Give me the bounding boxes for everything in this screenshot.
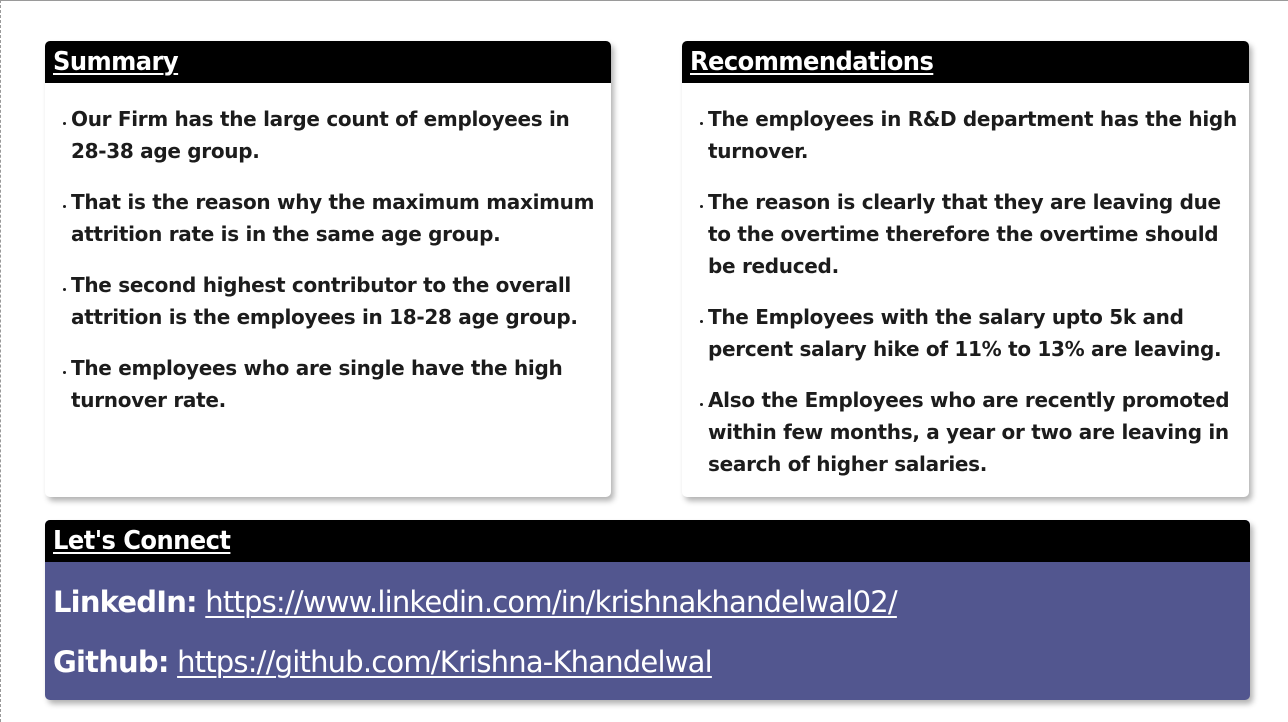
recommendations-header: Recommendations xyxy=(682,41,1249,83)
summary-item: The employees who are single have the hi… xyxy=(63,352,601,416)
recommendations-card: Recommendations The employees in R&D dep… xyxy=(682,41,1249,497)
recommendations-list: The employees in R&D department has the … xyxy=(682,83,1249,480)
github-row: Github: https://github.com/Krishna-Khand… xyxy=(53,632,1250,692)
github-link[interactable]: https://github.com/Krishna-Khandelwal xyxy=(177,645,713,679)
summary-card: Summary Our Firm has the large count of … xyxy=(45,41,611,497)
github-label: Github: xyxy=(53,645,169,679)
summary-list: Our Firm has the large count of employee… xyxy=(45,83,611,416)
connect-title: Let's Connect xyxy=(53,526,231,556)
linkedin-link[interactable]: https://www.linkedin.com/in/krishnakhand… xyxy=(205,585,897,619)
summary-item: That is the reason why the maximum maxim… xyxy=(63,186,601,250)
connect-body: LinkedIn: https://www.linkedin.com/in/kr… xyxy=(45,562,1250,692)
linkedin-label: LinkedIn: xyxy=(53,585,198,619)
connect-card: Let's Connect LinkedIn: https://www.link… xyxy=(45,520,1250,700)
connect-header: Let's Connect xyxy=(45,520,1250,562)
recommendation-item: The Employees with the salary upto 5k an… xyxy=(700,301,1239,365)
summary-header: Summary xyxy=(45,41,611,83)
summary-item: The second highest contributor to the ov… xyxy=(63,269,601,333)
recommendation-item: The reason is clearly that they are leav… xyxy=(700,186,1239,282)
summary-title: Summary xyxy=(53,47,179,77)
recommendations-title: Recommendations xyxy=(690,47,934,77)
recommendation-item: Also the Employees who are recently prom… xyxy=(700,384,1239,480)
linkedin-row: LinkedIn: https://www.linkedin.com/in/kr… xyxy=(53,572,1250,632)
recommendation-item: The employees in R&D department has the … xyxy=(700,103,1239,167)
summary-item: Our Firm has the large count of employee… xyxy=(63,103,601,167)
